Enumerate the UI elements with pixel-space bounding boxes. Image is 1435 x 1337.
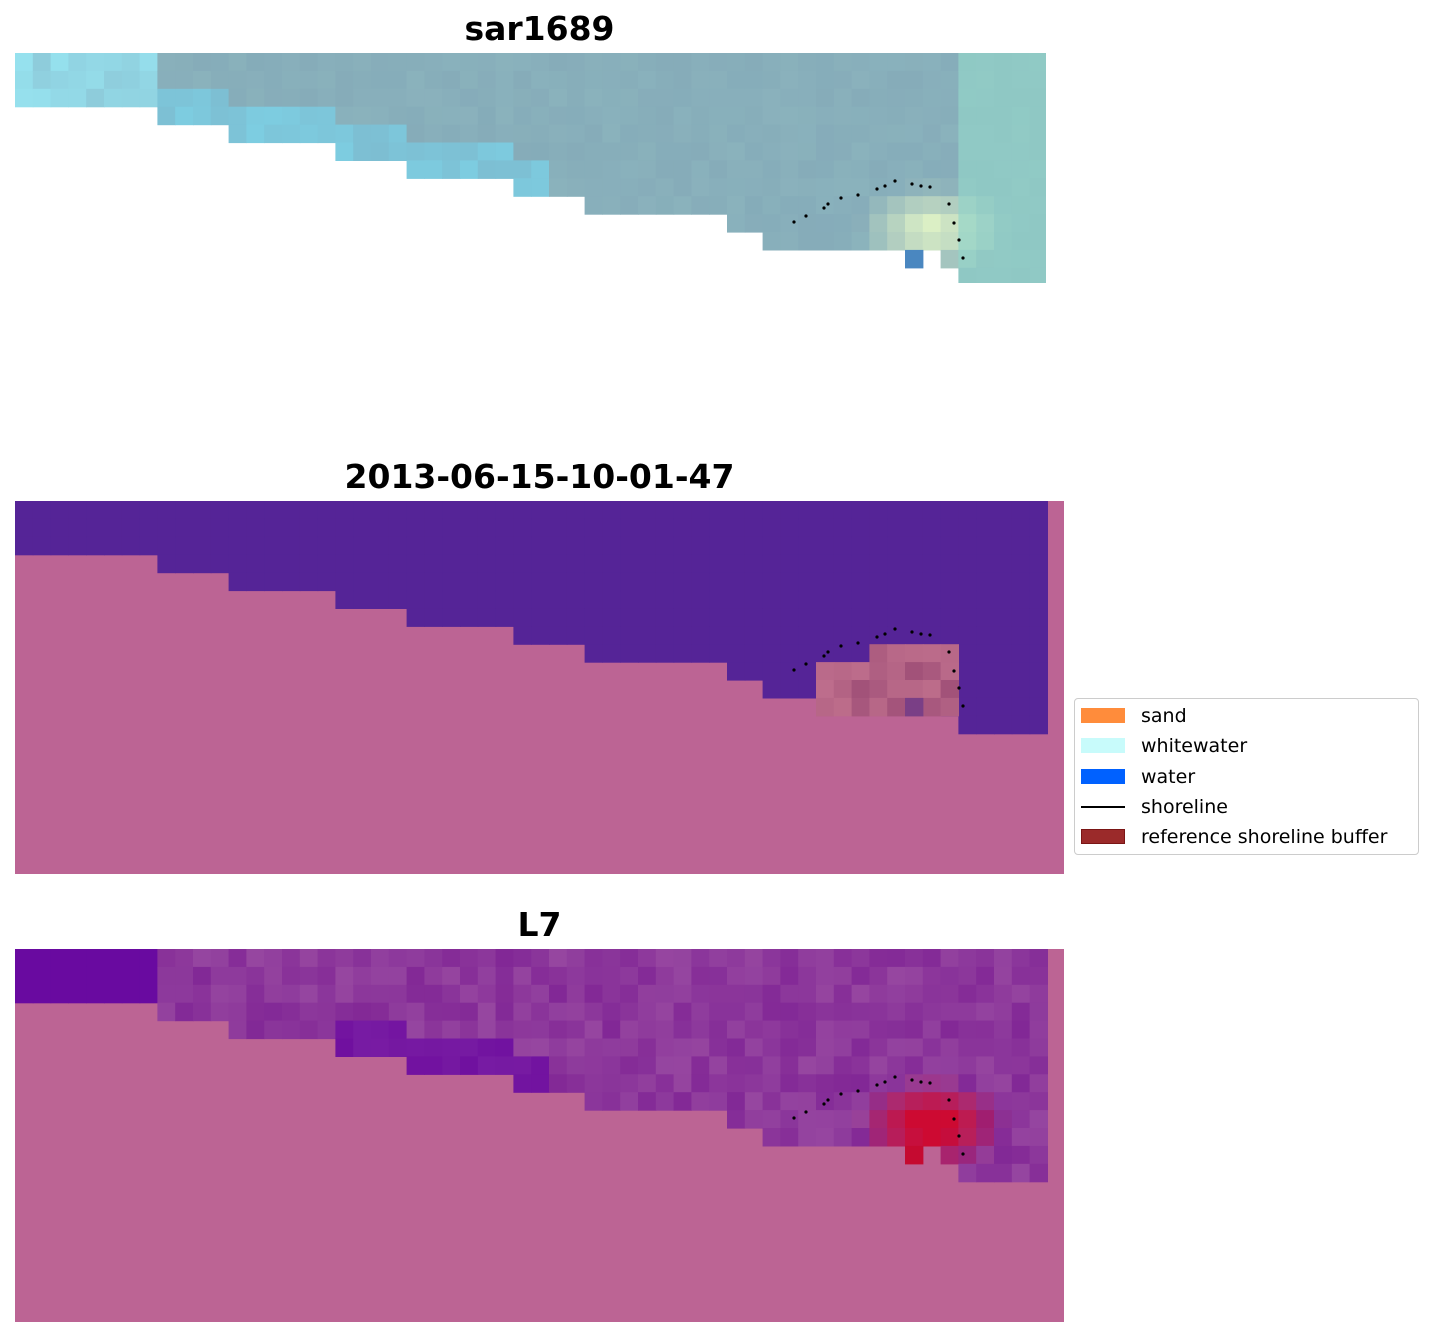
- rgb-image-panel: [15, 53, 1046, 283]
- classification-image-panel: [15, 501, 1064, 874]
- legend-item-water: water: [1075, 765, 1418, 789]
- index-image-panel: [15, 949, 1064, 1322]
- legend-item-reference-buffer: reference shoreline buffer: [1075, 825, 1418, 849]
- sand-swatch: [1081, 708, 1125, 723]
- water-swatch: [1081, 769, 1125, 784]
- legend-item-sand: sand: [1075, 704, 1418, 728]
- panel-title-rgb: sar1689: [464, 9, 615, 48]
- legend-label: water: [1141, 766, 1196, 788]
- legend-label: whitewater: [1141, 735, 1248, 757]
- legend-item-shoreline: shoreline: [1075, 795, 1418, 819]
- legend-label: shoreline: [1141, 796, 1228, 818]
- shoreline-line-icon: [1081, 806, 1125, 808]
- whitewater-swatch: [1081, 738, 1125, 753]
- legend-item-whitewater: whitewater: [1075, 734, 1418, 758]
- panel-title-index: L7: [517, 905, 562, 944]
- legend: sand whitewater water shoreline referenc…: [1074, 698, 1419, 855]
- panel-title-classification: 2013-06-15-10-01-47: [344, 457, 735, 496]
- legend-label: sand: [1141, 705, 1187, 727]
- reference-buffer-swatch: [1081, 829, 1125, 844]
- legend-label: reference shoreline buffer: [1141, 826, 1388, 848]
